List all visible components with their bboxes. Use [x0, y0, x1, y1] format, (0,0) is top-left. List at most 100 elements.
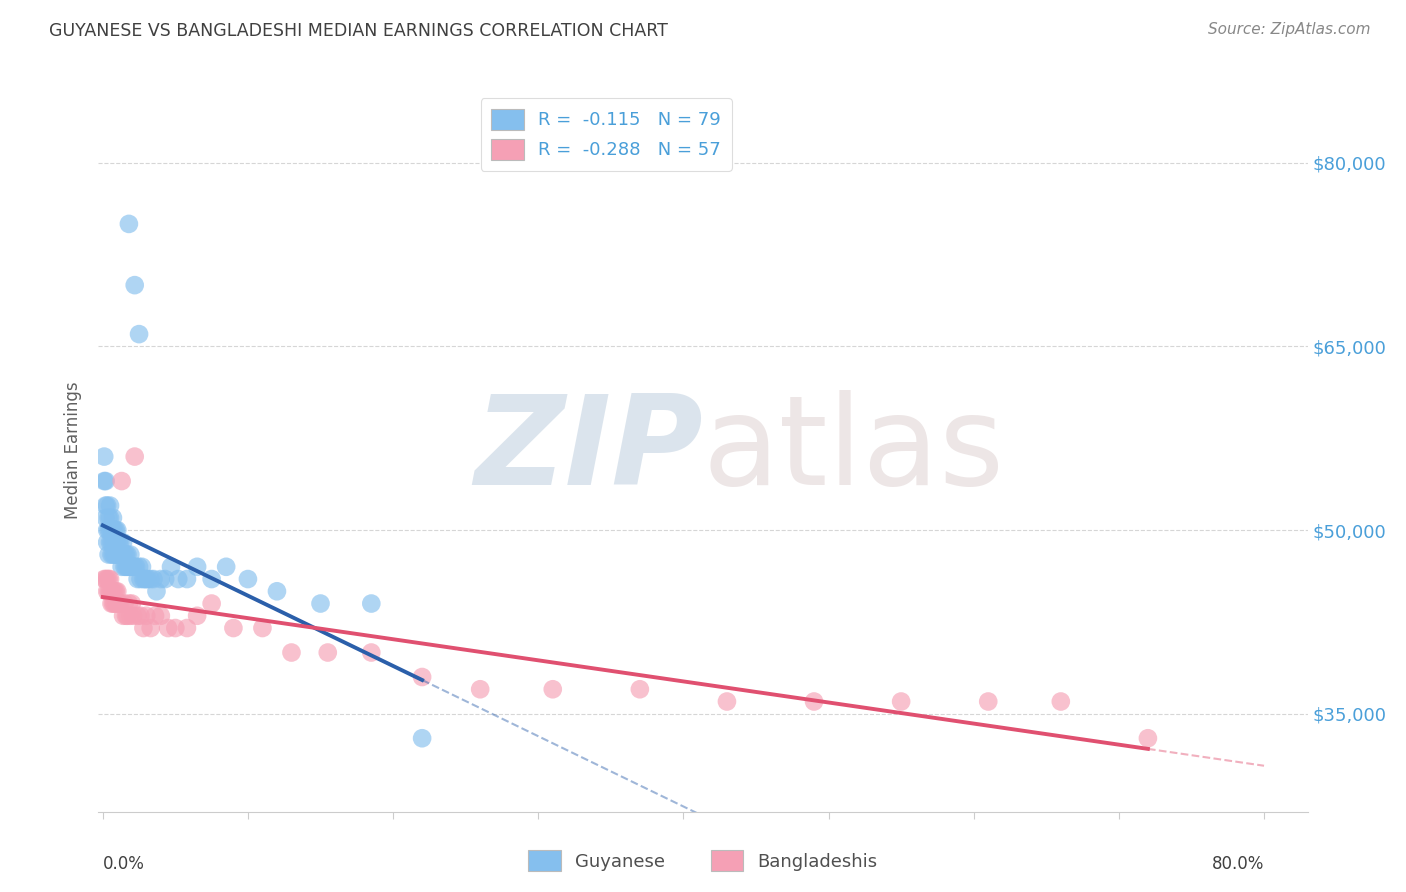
Point	[111, 559, 134, 574]
Point	[97, 584, 120, 599]
Point	[107, 548, 129, 562]
Point	[112, 535, 135, 549]
Point	[128, 327, 150, 342]
Point	[176, 621, 198, 635]
Point	[114, 548, 136, 562]
Point	[127, 572, 149, 586]
Point	[186, 608, 208, 623]
Point	[266, 584, 288, 599]
Point	[201, 597, 224, 611]
Point	[165, 621, 187, 635]
Text: Source: ZipAtlas.com: Source: ZipAtlas.com	[1208, 22, 1371, 37]
Point	[101, 597, 124, 611]
Point	[149, 608, 172, 623]
Point	[101, 548, 124, 562]
Point	[977, 694, 1000, 708]
Point	[118, 597, 141, 611]
Point	[411, 731, 433, 746]
Point	[628, 682, 651, 697]
Point	[201, 572, 224, 586]
Point	[117, 608, 139, 623]
Point	[117, 559, 139, 574]
Point	[115, 548, 138, 562]
Point	[157, 621, 180, 635]
Point	[103, 584, 125, 599]
Point	[96, 523, 118, 537]
Point	[94, 572, 117, 586]
Point	[127, 608, 149, 623]
Point	[143, 608, 166, 623]
Point	[97, 548, 120, 562]
Point	[111, 474, 134, 488]
Point	[105, 523, 128, 537]
Point	[105, 535, 128, 549]
Point	[104, 523, 127, 537]
Point	[104, 597, 127, 611]
Point	[96, 499, 118, 513]
Point	[98, 584, 121, 599]
Point	[360, 597, 382, 611]
Text: ZIP: ZIP	[474, 390, 703, 511]
Point	[97, 511, 120, 525]
Point	[803, 694, 825, 708]
Legend: Guyanese, Bangladeshis: Guyanese, Bangladeshis	[522, 843, 884, 879]
Point	[114, 597, 136, 611]
Point	[104, 548, 127, 562]
Point	[108, 548, 131, 562]
Point	[100, 535, 122, 549]
Point	[1136, 731, 1159, 746]
Point	[93, 474, 115, 488]
Point	[139, 572, 162, 586]
Point	[101, 511, 124, 525]
Point	[101, 535, 124, 549]
Point	[97, 572, 120, 586]
Point	[129, 572, 152, 586]
Point	[104, 584, 127, 599]
Point	[120, 548, 142, 562]
Point	[149, 572, 172, 586]
Point	[107, 597, 129, 611]
Text: 80.0%: 80.0%	[1212, 855, 1264, 872]
Point	[107, 535, 129, 549]
Text: atlas: atlas	[703, 390, 1005, 511]
Point	[100, 548, 122, 562]
Point	[100, 597, 122, 611]
Point	[118, 217, 141, 231]
Point	[122, 608, 145, 623]
Point	[131, 559, 153, 574]
Point	[117, 548, 139, 562]
Point	[411, 670, 433, 684]
Point	[108, 535, 131, 549]
Point	[96, 584, 118, 599]
Point	[100, 584, 122, 599]
Point	[280, 646, 302, 660]
Point	[98, 511, 121, 525]
Point	[160, 559, 183, 574]
Point	[176, 572, 198, 586]
Point	[98, 523, 121, 537]
Point	[94, 499, 117, 513]
Point	[309, 597, 332, 611]
Point	[167, 572, 190, 586]
Point	[103, 597, 125, 611]
Point	[103, 523, 125, 537]
Point	[93, 572, 115, 586]
Point	[142, 572, 165, 586]
Point	[100, 523, 122, 537]
Point	[145, 584, 167, 599]
Point	[134, 572, 156, 586]
Text: GUYANESE VS BANGLADESHI MEDIAN EARNINGS CORRELATION CHART: GUYANESE VS BANGLADESHI MEDIAN EARNINGS …	[49, 22, 668, 40]
Point	[121, 559, 143, 574]
Point	[94, 511, 117, 525]
Point	[120, 559, 142, 574]
Point	[101, 523, 124, 537]
Legend: R =  -0.115   N = 79, R =  -0.288   N = 57: R = -0.115 N = 79, R = -0.288 N = 57	[481, 98, 733, 170]
Point	[1049, 694, 1071, 708]
Point	[153, 572, 176, 586]
Point	[98, 499, 121, 513]
Text: 0.0%: 0.0%	[103, 855, 145, 872]
Point	[118, 559, 141, 574]
Point	[132, 621, 155, 635]
Point	[96, 535, 118, 549]
Point	[135, 572, 157, 586]
